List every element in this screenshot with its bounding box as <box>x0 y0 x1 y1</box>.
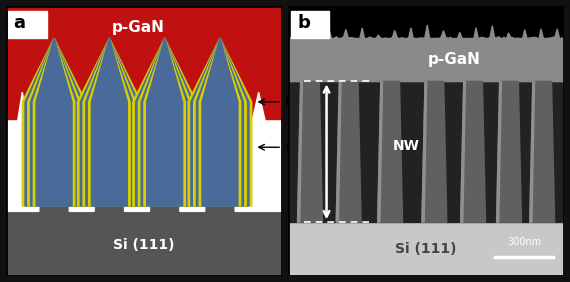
Polygon shape <box>6 92 39 212</box>
Polygon shape <box>336 81 361 222</box>
Polygon shape <box>141 38 188 206</box>
Polygon shape <box>80 38 139 206</box>
Polygon shape <box>86 38 133 206</box>
Polygon shape <box>188 38 252 206</box>
Bar <box>288 38 564 81</box>
Polygon shape <box>144 38 185 206</box>
Polygon shape <box>146 38 182 206</box>
Bar <box>6 206 282 276</box>
Polygon shape <box>33 38 75 206</box>
Polygon shape <box>298 81 302 222</box>
Polygon shape <box>125 92 149 212</box>
Text: b: b <box>298 14 311 32</box>
Polygon shape <box>422 81 427 222</box>
Text: a: a <box>14 14 26 32</box>
Polygon shape <box>22 38 86 206</box>
Polygon shape <box>89 38 130 206</box>
Polygon shape <box>197 38 243 206</box>
Polygon shape <box>28 38 80 206</box>
Polygon shape <box>180 92 205 212</box>
Polygon shape <box>39 38 70 206</box>
Text: Si (111): Si (111) <box>113 238 174 252</box>
Polygon shape <box>31 38 78 206</box>
Polygon shape <box>378 81 382 222</box>
Polygon shape <box>205 38 235 206</box>
Bar <box>6 6 282 119</box>
Polygon shape <box>336 81 341 222</box>
Polygon shape <box>194 38 246 206</box>
Bar <box>291 11 329 38</box>
Polygon shape <box>25 38 83 206</box>
Polygon shape <box>139 38 191 206</box>
Polygon shape <box>133 38 197 206</box>
Polygon shape <box>235 92 282 212</box>
Polygon shape <box>36 38 72 206</box>
Polygon shape <box>136 38 194 206</box>
Text: NW: NW <box>393 139 420 153</box>
Text: 300nm: 300nm <box>507 237 542 246</box>
Polygon shape <box>149 38 180 206</box>
Polygon shape <box>461 81 486 222</box>
Polygon shape <box>78 38 141 206</box>
Text: Si (111): Si (111) <box>396 242 457 256</box>
Polygon shape <box>94 38 125 206</box>
Bar <box>288 81 564 222</box>
Text: n-GaN: n-GaN <box>285 142 323 152</box>
Bar <box>288 222 564 276</box>
Polygon shape <box>298 81 323 222</box>
Polygon shape <box>378 81 402 222</box>
Bar <box>9 11 47 38</box>
Polygon shape <box>200 38 241 206</box>
Polygon shape <box>496 81 522 222</box>
Polygon shape <box>422 81 447 222</box>
Text: p-GaN: p-GaN <box>112 20 165 35</box>
Text: p-GaN: p-GaN <box>428 52 480 67</box>
Polygon shape <box>288 25 564 81</box>
Polygon shape <box>191 38 249 206</box>
Polygon shape <box>496 81 502 222</box>
Polygon shape <box>70 92 94 212</box>
Polygon shape <box>530 81 535 222</box>
Polygon shape <box>530 81 555 222</box>
Text: MQWs: MQWs <box>285 97 324 107</box>
Polygon shape <box>91 38 127 206</box>
Polygon shape <box>461 81 465 222</box>
Polygon shape <box>202 38 238 206</box>
Polygon shape <box>83 38 136 206</box>
